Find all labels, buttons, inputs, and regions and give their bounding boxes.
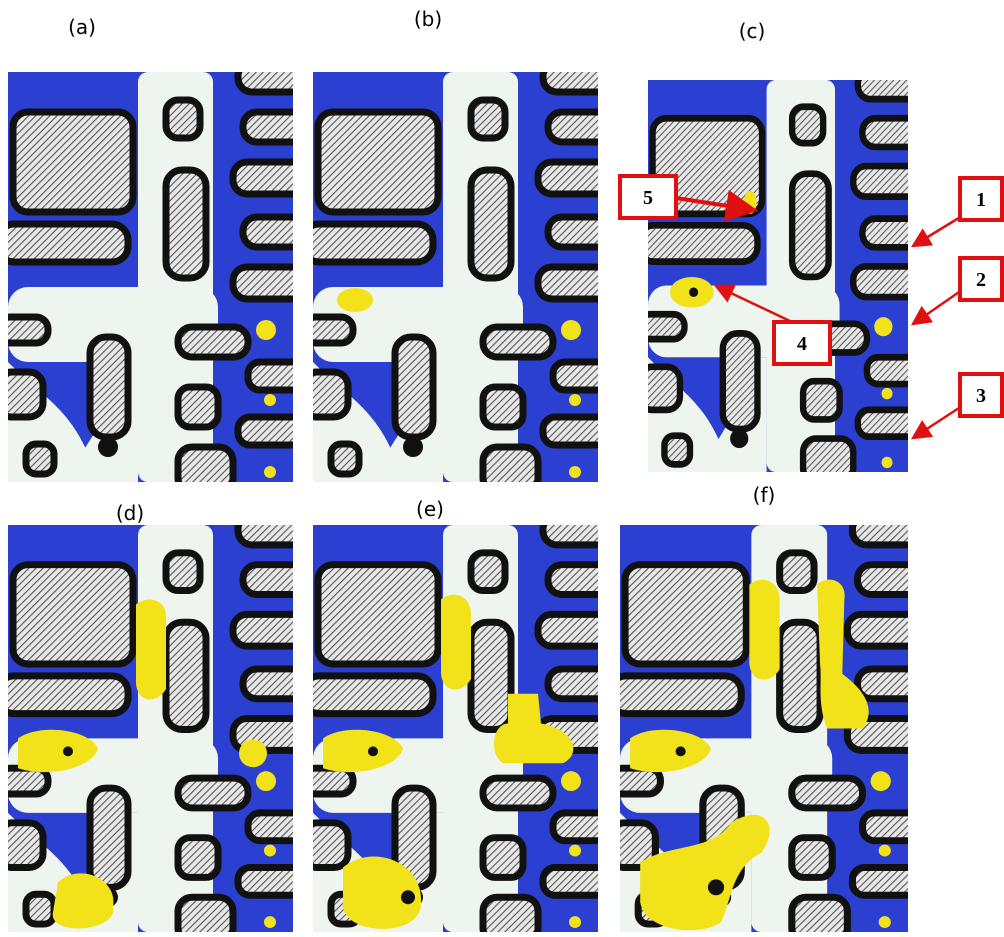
page: {"panels": [{"label": "(a)"}, {"label": … [0, 0, 1004, 932]
panel-label: (a) [68, 15, 96, 39]
panel-label: (c) [739, 19, 766, 43]
micrograph [303, 62, 613, 492]
micrograph [0, 515, 308, 932]
callout-label: 2 [976, 269, 986, 291]
callout-label: 4 [797, 333, 807, 355]
callout-label: 1 [976, 189, 986, 211]
callout-label: 3 [976, 385, 986, 407]
panel-label: (f) [753, 483, 776, 507]
micrograph [303, 515, 613, 932]
micrograph [0, 62, 308, 492]
figure: (a) (b) (c) (d) (e) (f) [0, 0, 1004, 932]
panel-label: (d) [116, 501, 144, 525]
micrograph [610, 515, 923, 932]
panel-label: (e) [416, 497, 444, 521]
callout-label: 5 [643, 187, 653, 209]
micrograph [639, 70, 922, 481]
panel-label: (b) [414, 7, 442, 31]
